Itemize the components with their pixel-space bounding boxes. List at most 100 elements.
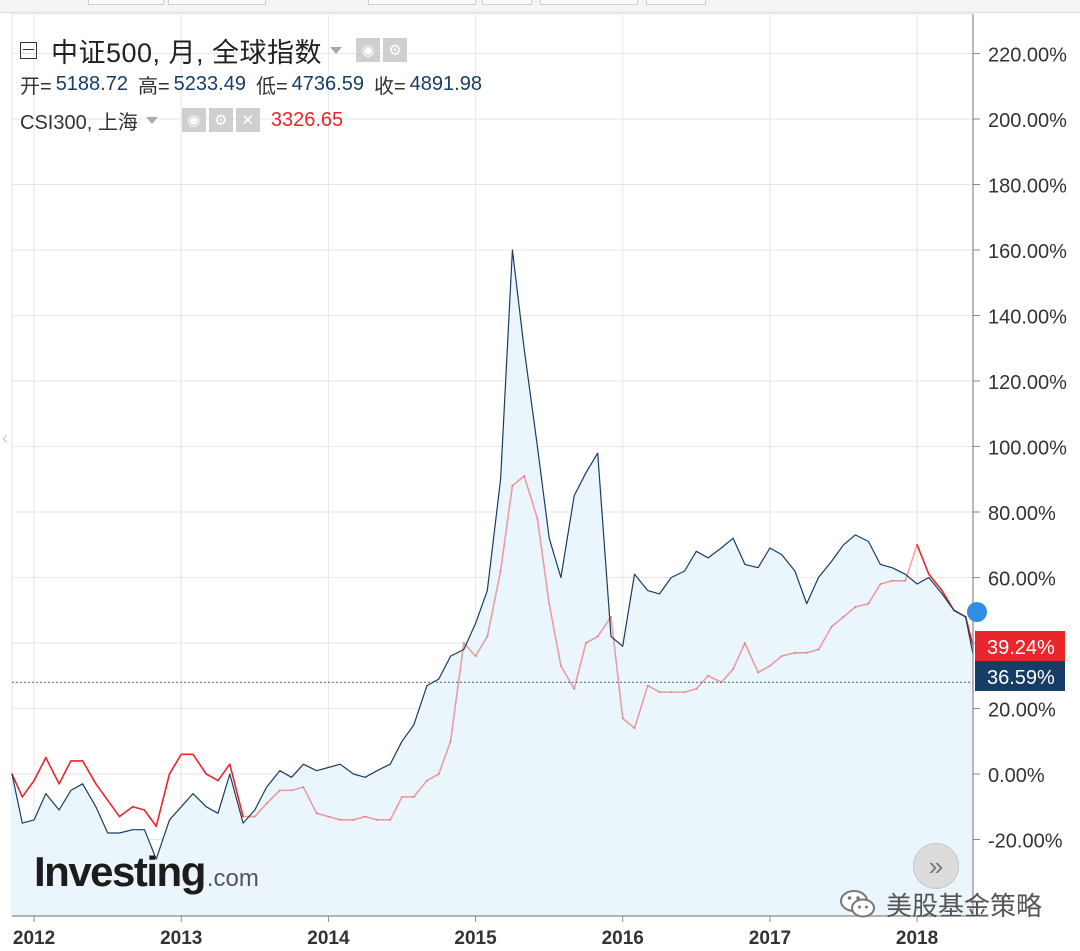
csi300-line-segment[interactable]	[536, 517, 550, 605]
csi300-line-segment[interactable]	[830, 615, 845, 628]
csi300-line-segment[interactable]	[21, 779, 35, 798]
toolbar-tab[interactable]	[646, 0, 706, 5]
toolbar-tab[interactable]	[168, 0, 266, 5]
y-tick-label: 100.00%	[988, 438, 1067, 460]
collapse-icon[interactable]	[20, 41, 37, 59]
csi300-line-segment[interactable]	[118, 805, 134, 818]
csi300-line-segment[interactable]	[499, 484, 514, 572]
csi300-line-segment[interactable]	[11, 773, 24, 798]
wechat-watermark: 美股基金策略	[838, 884, 1042, 924]
chevron-double-right-icon[interactable]: »	[913, 843, 959, 889]
csi300-line-segment[interactable]	[695, 674, 709, 690]
open-value: 5188.72	[55, 72, 128, 95]
csi300-line-segment[interactable]	[854, 602, 870, 608]
csi300-line-segment[interactable]	[364, 815, 378, 821]
csi300-line-segment[interactable]	[192, 753, 208, 775]
csi300-line-segment[interactable]	[548, 602, 562, 667]
csi300-line-segment[interactable]	[327, 815, 341, 821]
toolbar-tab[interactable]	[88, 0, 164, 5]
csi300-line-segment[interactable]	[412, 779, 428, 798]
csi300-line-segment[interactable]	[58, 760, 72, 785]
gear-icon[interactable]: ⚙	[383, 38, 408, 62]
csi300-line-segment[interactable]	[904, 543, 918, 582]
csi300-line-segment[interactable]	[585, 635, 599, 644]
csi300-line-segment[interactable]	[315, 812, 330, 818]
toolbar-tab[interactable]	[482, 0, 532, 5]
csi300-line-segment[interactable]	[744, 642, 759, 674]
csi300-line-segment[interactable]	[757, 665, 771, 674]
low-value: 4736.59	[291, 72, 364, 95]
csi300-line-segment[interactable]	[867, 583, 882, 605]
x-tick-label: 2016	[602, 928, 644, 949]
csi300-line-segment[interactable]	[290, 786, 305, 792]
close-icon[interactable]: ✕	[235, 108, 260, 132]
main-series-title[interactable]: 中证500, 月, 全球指数	[51, 37, 323, 68]
x-tick-label: 2017	[749, 928, 791, 949]
csi300-line-segment[interactable]	[817, 625, 833, 651]
eye-icon[interactable]: ◉	[181, 108, 206, 132]
end-value-label: 39.24%	[987, 637, 1055, 659]
csi300-line-segment[interactable]	[720, 668, 734, 684]
chart-scroll-handle[interactable]: ‹	[2, 428, 8, 448]
csi300-line-segment[interactable]	[143, 809, 158, 828]
csi300-line-segment[interactable]	[168, 753, 183, 775]
csi300-line-segment[interactable]	[265, 789, 281, 805]
eye-icon[interactable]: ◉	[356, 38, 381, 62]
csi300-line-segment[interactable]	[217, 763, 231, 782]
csi300-line-segment[interactable]	[449, 642, 465, 743]
csi300-line-segment[interactable]	[229, 763, 244, 818]
y-tick-label: 220.00%	[988, 45, 1067, 67]
csi300-line-segment[interactable]	[437, 740, 452, 775]
csi300-line-segment[interactable]	[683, 688, 698, 693]
csi300-line-segment[interactable]	[254, 802, 268, 818]
csi300-line-segment[interactable]	[81, 760, 97, 785]
csi300-line-segment[interactable]	[486, 570, 502, 638]
csi300-line-segment[interactable]	[45, 756, 60, 785]
wechat-account-name: 美股基金策略	[886, 890, 1043, 921]
chevron-down-icon[interactable]	[330, 46, 343, 54]
compare-series-name[interactable]: CSI300, 上海	[20, 111, 138, 134]
csi300-line-segment[interactable]	[389, 796, 403, 821]
csi300-line-segment[interactable]	[916, 543, 930, 576]
csi300-line-segment[interactable]	[106, 799, 121, 818]
logo-suffix-text: .com	[206, 865, 259, 892]
toolbar-tab[interactable]	[368, 0, 476, 5]
csi300-line-segment[interactable]	[205, 773, 219, 782]
gear-icon[interactable]: ⚙	[208, 108, 233, 132]
csi300-line-segment[interactable]	[302, 786, 318, 815]
csi300-line-segment[interactable]	[596, 615, 612, 638]
x-tick-label: 2013	[160, 928, 202, 949]
csi300-line-segment[interactable]	[732, 642, 746, 671]
csi300-line-segment[interactable]	[842, 606, 857, 618]
csi500-line[interactable]	[11, 249, 974, 860]
csi300-line-segment[interactable]	[131, 805, 146, 811]
csi300-line-segment[interactable]	[928, 573, 943, 592]
csi300-line-segment[interactable]	[646, 684, 661, 693]
y-tick-label: 200.00%	[988, 110, 1067, 132]
csi300-line-segment[interactable]	[707, 674, 723, 684]
high-label: 高=	[137, 75, 170, 98]
csi300-line-segment[interactable]	[426, 773, 440, 782]
high-value: 5233.49	[173, 72, 246, 95]
chevron-down-icon[interactable]	[145, 116, 158, 124]
csi300-line-segment[interactable]	[769, 655, 783, 667]
csi300-line-segment[interactable]	[780, 652, 796, 657]
csi300-line-segment[interactable]	[879, 579, 893, 585]
csi300-line-segment[interactable]	[573, 642, 587, 690]
series-marker-dot[interactable]	[967, 602, 987, 622]
csi300-line-segment[interactable]	[155, 773, 171, 828]
csi300-line-segment[interactable]	[805, 648, 820, 654]
csi300-line-segment[interactable]	[474, 635, 489, 657]
csi300-line-segment[interactable]	[560, 665, 575, 690]
csi300-line-segment[interactable]	[33, 756, 47, 782]
csi300-line-segment[interactable]	[633, 684, 649, 729]
csi300-line-segment[interactable]	[352, 815, 367, 821]
csi300-line-segment[interactable]	[95, 783, 109, 802]
csi300-line-segment[interactable]	[511, 475, 525, 487]
toolbar-tab[interactable]	[540, 0, 638, 5]
ohlc-row: 开= 5188.72 高= 5233.49 低= 4736.59 收= 4891…	[20, 68, 492, 100]
csi300-line-segment[interactable]	[523, 475, 539, 520]
csi300-line-segment[interactable]	[610, 615, 624, 720]
csi300-line-segment[interactable]	[621, 717, 636, 729]
